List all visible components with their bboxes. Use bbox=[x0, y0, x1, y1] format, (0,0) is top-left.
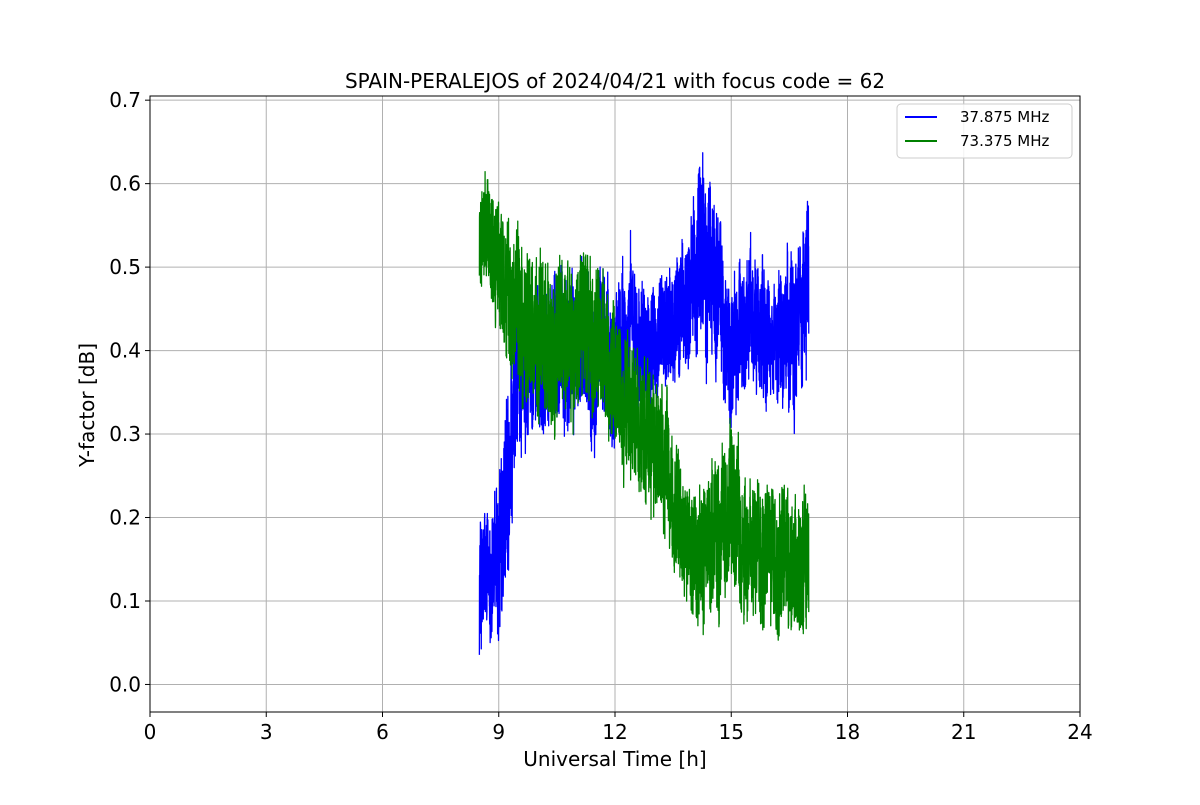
x-tick-label: 18 bbox=[835, 720, 860, 744]
x-tick-label: 15 bbox=[719, 720, 744, 744]
legend-label-37875: 37.875 MHz bbox=[960, 108, 1049, 126]
y-tick-label: 0.5 bbox=[109, 255, 141, 279]
x-tick-label: 9 bbox=[492, 720, 505, 744]
y-tick-label: 0.1 bbox=[109, 589, 141, 613]
x-tick-label: 0 bbox=[144, 720, 157, 744]
y-tick-label: 0.7 bbox=[109, 88, 141, 112]
y-tick-label: 0.3 bbox=[109, 422, 141, 446]
y-tick-label: 0.4 bbox=[109, 339, 141, 363]
y-axis-label: Y-factor [dB] bbox=[75, 343, 99, 468]
legend-label-73375: 73.375 MHz bbox=[960, 132, 1049, 150]
legend-box bbox=[896, 103, 1073, 159]
x-tick-label: 24 bbox=[1067, 720, 1092, 744]
series-line-73375-mhz bbox=[478, 171, 810, 641]
y-tick-label: 0.6 bbox=[109, 172, 141, 196]
tick-layer: 0 3 6 9 12 15 18 21 24 0.0 0.1 0.2 0.3 0.4 0.5 0.6 0.7 bbox=[109, 88, 1093, 744]
x-tick-label: 3 bbox=[260, 720, 273, 744]
x-tick-label: 12 bbox=[602, 720, 627, 744]
legend: 37.875 MHz 73.375 MHz bbox=[896, 103, 1073, 159]
x-tick-label: 6 bbox=[376, 720, 389, 744]
y-tick-label: 0.2 bbox=[109, 506, 141, 530]
x-axis-label: Universal Time [h] bbox=[523, 747, 706, 771]
y-tick-label: 0.0 bbox=[109, 672, 141, 696]
chart-title: SPAIN-PERALEJOS of 2024/04/21 with focus… bbox=[345, 69, 885, 93]
series-layer bbox=[478, 152, 810, 655]
x-tick-label: 21 bbox=[951, 720, 976, 744]
